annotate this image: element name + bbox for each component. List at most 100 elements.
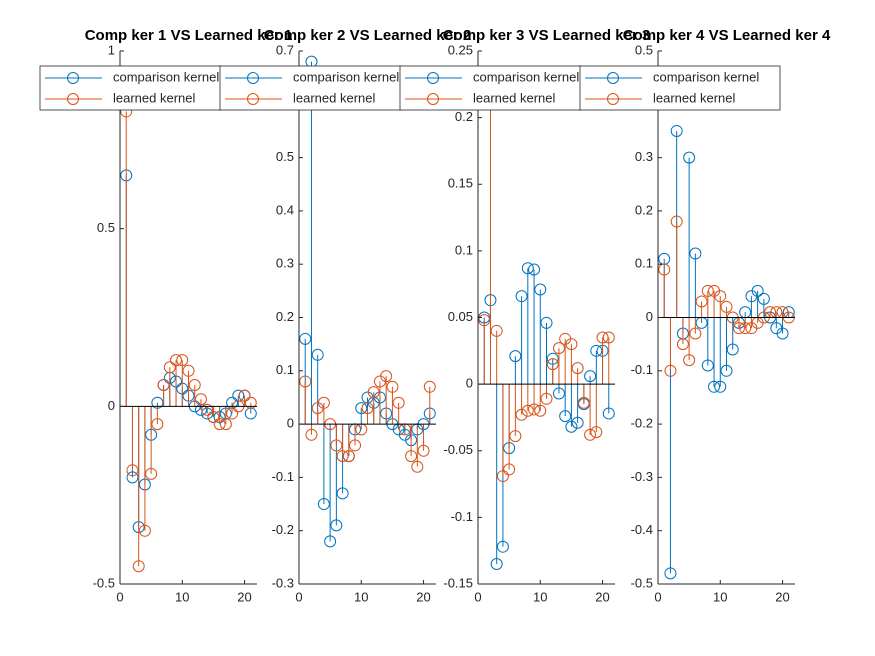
stem-marker [367,386,380,399]
y-tick-label: -0.1 [451,509,473,524]
y-tick-label: 0.3 [276,256,294,271]
stem-marker [689,247,702,260]
y-tick-label: -0.15 [443,575,473,590]
stem-marker [540,392,553,405]
x-tick-label: 20 [237,589,251,604]
stem-marker [670,124,683,137]
legend-box [579,65,781,111]
stem-marker [188,379,201,392]
legend-label: learned kernel [473,90,555,105]
legend-label: learned kernel [113,90,195,105]
stem-marker [509,350,522,363]
y-tick-label: -0.2 [272,522,294,537]
x-tick-label: 0 [295,589,302,604]
stem-marker [720,300,733,313]
x-tick-label: 20 [595,589,609,604]
x-tick-label: 10 [354,589,368,604]
stem-marker [528,403,541,416]
stem-marker [490,324,503,337]
y-tick-label: 0.05 [448,309,473,324]
y-tick-label: 0.2 [455,109,473,124]
stem-marker [182,364,195,377]
y-tick-label: -0.5 [93,575,115,590]
stem-marker [596,331,609,344]
stem-marker [496,540,509,553]
stem-marker [683,151,696,164]
stem-marker [521,404,534,417]
y-tick-label: 0 [466,376,473,391]
legend: comparison kernel learned kernel [579,65,781,111]
chart-title: Comp ker 1 VS Learned ker 1 [85,27,293,44]
chart-title: Comp ker 4 VS Learned ker 4 [623,27,831,44]
stem-marker [658,263,671,276]
y-tick-label: 0.25 [448,42,473,57]
legend-marker [67,72,79,84]
x-tick-label: 20 [775,589,789,604]
y-tick-label: 0.1 [276,362,294,377]
x-tick-label: 0 [116,589,123,604]
stem-marker [330,439,343,452]
y-tick-label: -0.05 [443,442,473,457]
legend-marker [427,72,439,84]
stem-marker [349,439,362,452]
y-tick-label: -0.1 [631,362,653,377]
stem-marker [132,560,145,573]
stem-marker [405,450,418,463]
stem-marker [336,450,349,463]
stem-marker [590,426,603,439]
stem-marker [305,428,318,441]
stem-marker [126,464,139,477]
stem-marker [299,332,312,345]
stem-marker [311,348,324,361]
legend-marker [427,93,439,105]
legend-marker [67,93,79,105]
stem-marker [145,467,158,480]
stem-marker [602,407,615,420]
stem-marker [355,402,368,415]
axes: Comp ker 2 VS Learned ker 2 -0.3 -0.2 -0.1 0… [264,27,472,604]
stem-marker [676,338,689,351]
stem-marker [299,375,312,388]
stem-marker [664,567,677,580]
y-tick-label: -0.3 [272,575,294,590]
axes: Comp ker 4 VS Learned ker 4 -0.5 -0.4 -0.3 -… [623,27,831,604]
stem-marker [317,498,330,511]
y-tick-label: 0.4 [276,202,294,217]
y-tick-label: 0.1 [635,256,653,271]
stem-marker [151,418,164,431]
stem-marker [392,396,405,409]
stem-marker [552,342,565,355]
stem-marker [126,471,139,484]
stem-marker [342,450,355,463]
stem-marker [509,430,522,443]
chart-title: Comp ker 3 VS Learned ker 3 [443,27,651,44]
stem-marker [708,380,721,393]
x-tick-label: 10 [533,589,547,604]
legend-label: comparison kernel [473,69,579,84]
stem-marker [751,284,764,297]
stem-marker [219,418,232,431]
stem-marker [559,410,572,423]
legend-marker [607,93,619,105]
stem-marker [528,263,541,276]
stem-marker [330,519,343,532]
y-tick-label: -0.2 [631,416,653,431]
stem-marker [207,410,220,423]
stem-marker [336,487,349,500]
stem-marker [503,463,516,476]
y-tick-label: 1 [108,42,115,57]
y-tick-label: 0.2 [276,309,294,324]
axes: Comp ker 1 VS Learned ker 1-0.500.510 10 2… [85,27,293,604]
stem-marker [683,354,696,367]
stem-marker [726,343,739,356]
chart-title: Comp ker 2 VS Learned ker 2 [264,27,472,44]
legend-label: comparison kernel [113,69,219,84]
stem-marker [565,338,578,351]
stem-marker [701,359,714,372]
y-tick-label: 0.15 [448,176,473,191]
x-tick-label: 10 [713,589,727,604]
stem-marker [565,420,578,433]
y-tick-label: -0.5 [631,575,653,590]
stem-marker [534,283,547,296]
